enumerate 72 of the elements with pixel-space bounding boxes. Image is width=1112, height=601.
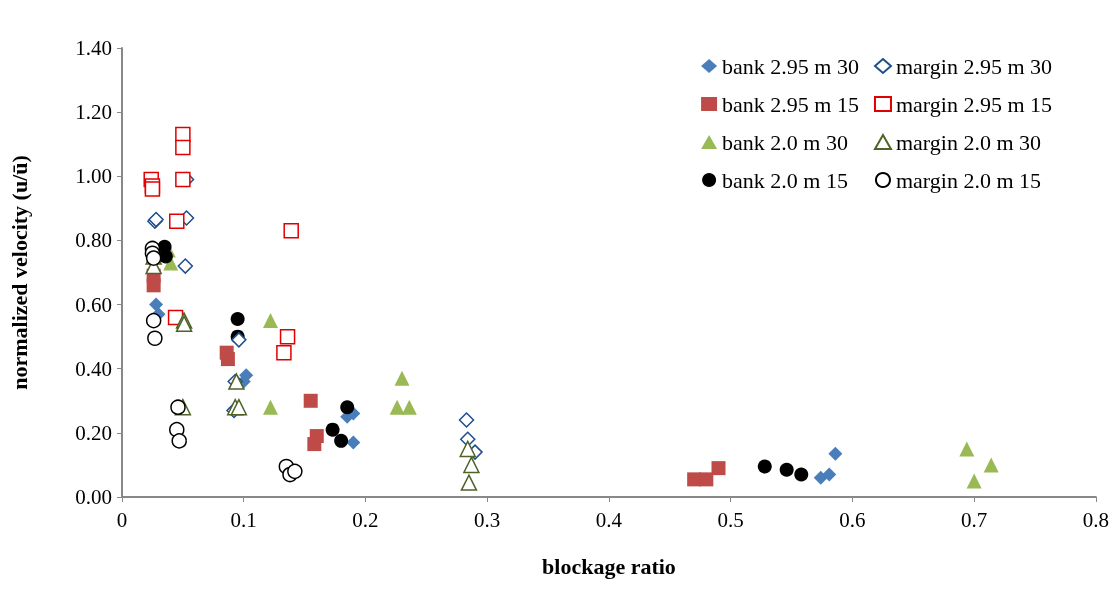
point — [307, 437, 322, 452]
point — [779, 462, 794, 477]
y-tick-label: 1.20 — [75, 100, 112, 125]
point — [175, 171, 191, 188]
point — [757, 459, 772, 474]
point — [175, 315, 193, 333]
point — [220, 352, 235, 367]
point — [340, 400, 355, 415]
legend-label: margin 2.95 m 30 — [895, 53, 1052, 79]
point — [177, 258, 194, 274]
y-tick-label: 0.60 — [75, 292, 112, 317]
point — [263, 313, 279, 329]
point — [699, 472, 714, 487]
point — [794, 467, 809, 482]
y-tick-label: 0.20 — [75, 420, 112, 445]
point — [966, 473, 982, 489]
point — [171, 433, 187, 449]
point — [175, 139, 191, 156]
point — [276, 344, 292, 361]
point — [325, 422, 340, 437]
point — [145, 312, 162, 329]
point — [711, 461, 726, 476]
point — [231, 332, 247, 348]
y-tick-label: 0.80 — [75, 228, 112, 253]
point — [147, 330, 163, 346]
point — [169, 213, 185, 229]
point — [287, 463, 303, 480]
point — [170, 399, 186, 415]
point — [158, 249, 173, 264]
point — [401, 399, 417, 415]
y-tick-label: 1.00 — [75, 164, 112, 189]
y-tick-label: 0.40 — [75, 356, 112, 381]
x-tick-label: 0.4 — [595, 507, 623, 532]
point — [389, 399, 405, 415]
point — [459, 440, 476, 458]
x-axis-title: blockage ratio — [542, 553, 676, 579]
point — [983, 457, 999, 473]
x-tick-label: 0.3 — [474, 507, 501, 532]
point — [230, 398, 248, 416]
point — [146, 278, 161, 293]
point — [959, 441, 975, 457]
point — [463, 456, 480, 474]
point — [149, 297, 164, 312]
point — [230, 312, 245, 326]
legend-label: bank 2.0 m 15 — [722, 167, 848, 193]
point — [346, 435, 361, 450]
x-tick-label: 0.7 — [961, 507, 988, 532]
legend-label: margin 2.0 m 15 — [895, 167, 1041, 193]
legend-label: bank 2.95 m 30 — [722, 53, 859, 79]
point — [828, 446, 843, 461]
point — [460, 474, 478, 491]
legend-label: margin 2.0 m 30 — [895, 129, 1041, 155]
point — [334, 433, 349, 448]
x-tick-label: 0.2 — [352, 507, 379, 532]
x-tick-label: 0.1 — [230, 507, 257, 532]
point — [458, 412, 475, 428]
x-tick-label: 0.8 — [1082, 507, 1109, 532]
point — [279, 328, 296, 345]
legend-label: bank 2.95 m 15 — [722, 91, 859, 117]
point — [822, 467, 837, 482]
x-tick-label: 0.6 — [839, 507, 866, 532]
legend-label: margin 2.95 m 15 — [895, 91, 1052, 117]
point — [263, 399, 279, 415]
x-tick-label: 0 — [116, 507, 128, 532]
y-axis-title: normalized velocity (u/ū) — [6, 155, 32, 390]
x-tick-label: 0.5 — [717, 507, 744, 532]
legend-label: bank 2.0 m 30 — [722, 129, 848, 155]
point — [394, 370, 410, 386]
point — [283, 223, 299, 239]
y-tick-label: 1.40 — [75, 36, 112, 60]
y-tick-label: 0.00 — [75, 485, 112, 509]
point — [303, 393, 318, 408]
